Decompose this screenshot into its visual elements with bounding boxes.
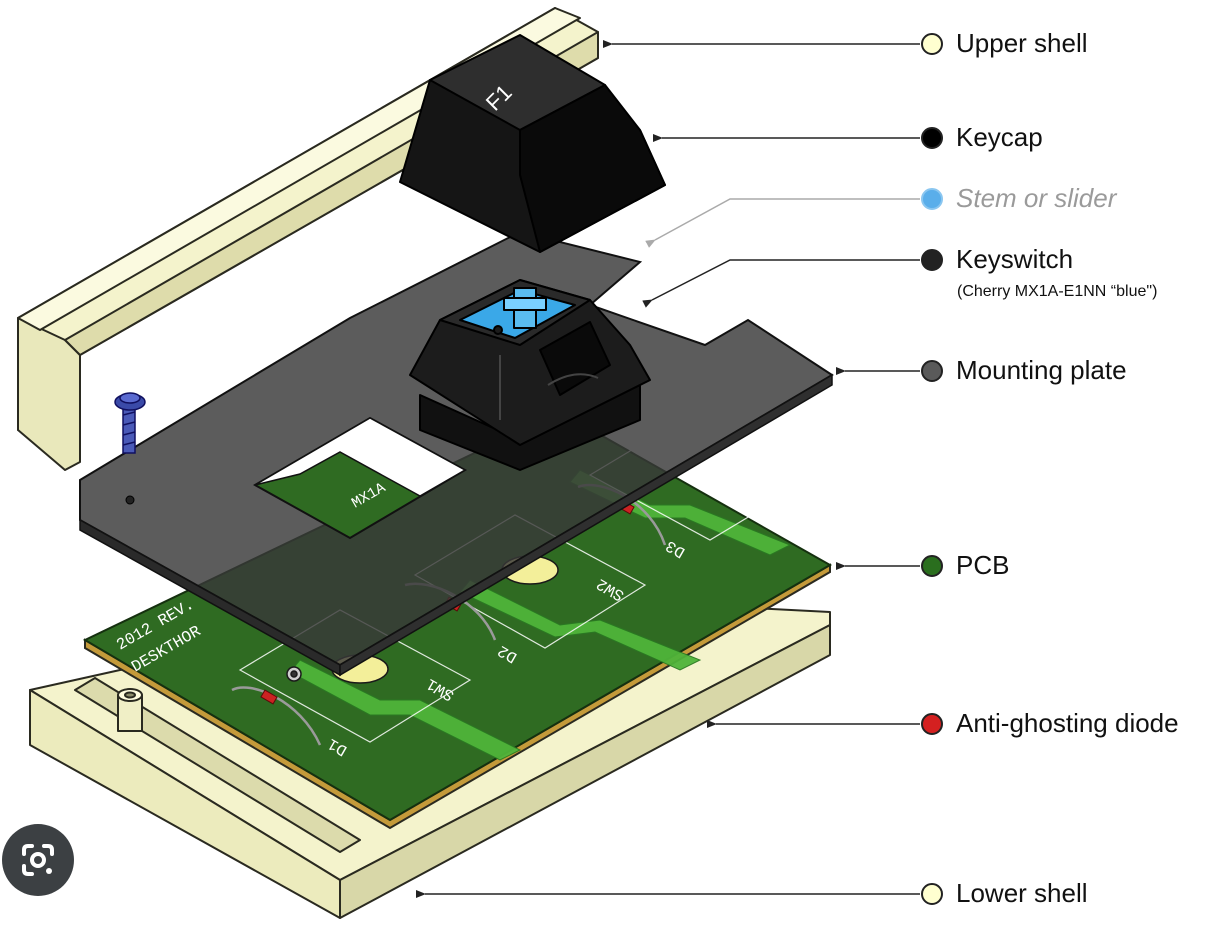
keyswitch-marker <box>921 249 943 271</box>
mounting-plate-marker <box>921 360 943 382</box>
keyswitch-label: Keyswitch <box>956 244 1074 274</box>
pcb-label: PCB <box>956 550 1010 580</box>
google-lens-icon <box>22 844 54 876</box>
upper-shell-label: Upper shell <box>956 28 1088 58</box>
stem-label: Stem or slider <box>956 183 1117 213</box>
keyswitch <box>409 279 651 471</box>
pcb-marker <box>921 555 943 577</box>
mounting-plate-label: Mounting plate <box>956 355 1127 385</box>
lower-shell-label: Lower shell <box>956 878 1088 908</box>
keycap-label: Keycap <box>956 122 1043 152</box>
lower-shell-marker <box>921 883 943 905</box>
label-markers <box>921 33 943 905</box>
mounting-plate: MX1A <box>79 230 834 677</box>
leader-lines <box>416 40 920 898</box>
pcb-board: 2012 REV. DESKTHOR SW1 SW2 D1 D2 D3 <box>82 410 833 830</box>
keycap: F1 <box>399 34 666 253</box>
diode-marker <box>921 713 943 735</box>
screw <box>114 392 146 454</box>
upper-shell-marker <box>921 33 943 55</box>
keyswitch-note: (Cherry MX1A-E1NN “blue") <box>957 283 1158 300</box>
stem-marker <box>921 188 943 210</box>
google-lens-button[interactable] <box>2 824 74 896</box>
keycap-marker <box>921 127 943 149</box>
diode-label: Anti-ghosting diode <box>956 708 1179 738</box>
